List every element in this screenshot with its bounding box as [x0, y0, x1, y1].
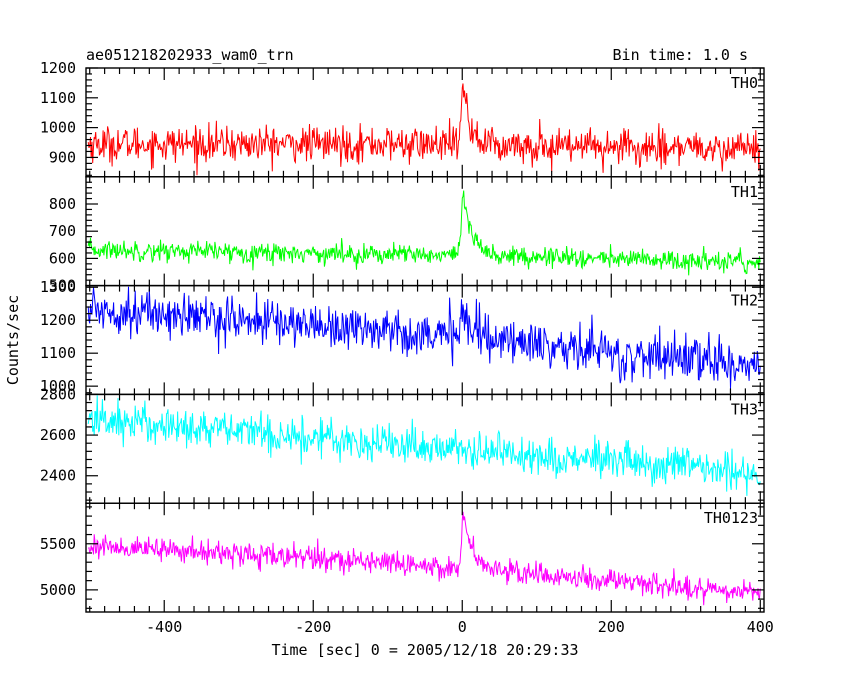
y-tick-label: 1200 — [40, 311, 76, 329]
series-line-th0123 — [87, 511, 761, 606]
y-axis-label: Counts/sec — [4, 295, 22, 385]
panel-label-th3: TH3 — [731, 400, 758, 418]
y-tick-label: 1200 — [40, 59, 76, 77]
chart-title: ae051218202933_wam0_trn — [86, 46, 294, 64]
y-tick-label: 600 — [49, 249, 76, 267]
panels-group: 900 1000 1100 1200 TH0 500 600 700 800 TH1 1000 110… — [40, 59, 774, 636]
x-tick-label: 400 — [747, 618, 774, 636]
y-tick-label: 1000 — [40, 119, 76, 137]
panel-label-th1: TH1 — [731, 183, 758, 201]
panel-label-th0: TH0 — [731, 74, 758, 92]
x-tick-label: -400 — [146, 618, 182, 636]
x-tick-label: 0 — [458, 618, 467, 636]
y-tick-label: 5000 — [40, 581, 76, 599]
y-tick-label: 5500 — [40, 535, 76, 553]
panel-frame — [85, 284, 765, 396]
series-line-th2 — [87, 286, 761, 389]
panel-frame — [85, 67, 765, 178]
x-tick-label: 200 — [598, 618, 625, 636]
y-tick-label: 2800 — [40, 385, 76, 403]
y-tick-label: 800 — [49, 195, 76, 213]
bin-time-label: Bin time: 1.0 s — [613, 46, 748, 64]
series-line-th1 — [87, 190, 761, 276]
y-tick-label: 700 — [49, 222, 76, 240]
y-tick-label: 2600 — [40, 426, 76, 444]
y-tick-label: 1100 — [40, 89, 76, 107]
series-line-th0 — [87, 83, 761, 176]
series-line-th3 — [87, 395, 761, 496]
panel-label-th2: TH2 — [731, 292, 758, 310]
y-tick-label: 1000 — [40, 377, 76, 395]
y-tick-label: 1300 — [40, 278, 76, 296]
y-tick-label: 1100 — [40, 344, 76, 362]
x-axis-label: Time [sec] 0 = 2005/12/18 20:29:33 — [271, 641, 578, 659]
x-tick-label: -200 — [295, 618, 331, 636]
y-tick-label: 900 — [49, 148, 76, 166]
panel-frame — [85, 502, 765, 613]
y-tick-label: 2400 — [40, 467, 76, 485]
y-tick-label: 500 — [49, 277, 76, 295]
panel-frame — [85, 176, 765, 287]
panel-label-th0123: TH0123 — [704, 509, 758, 527]
